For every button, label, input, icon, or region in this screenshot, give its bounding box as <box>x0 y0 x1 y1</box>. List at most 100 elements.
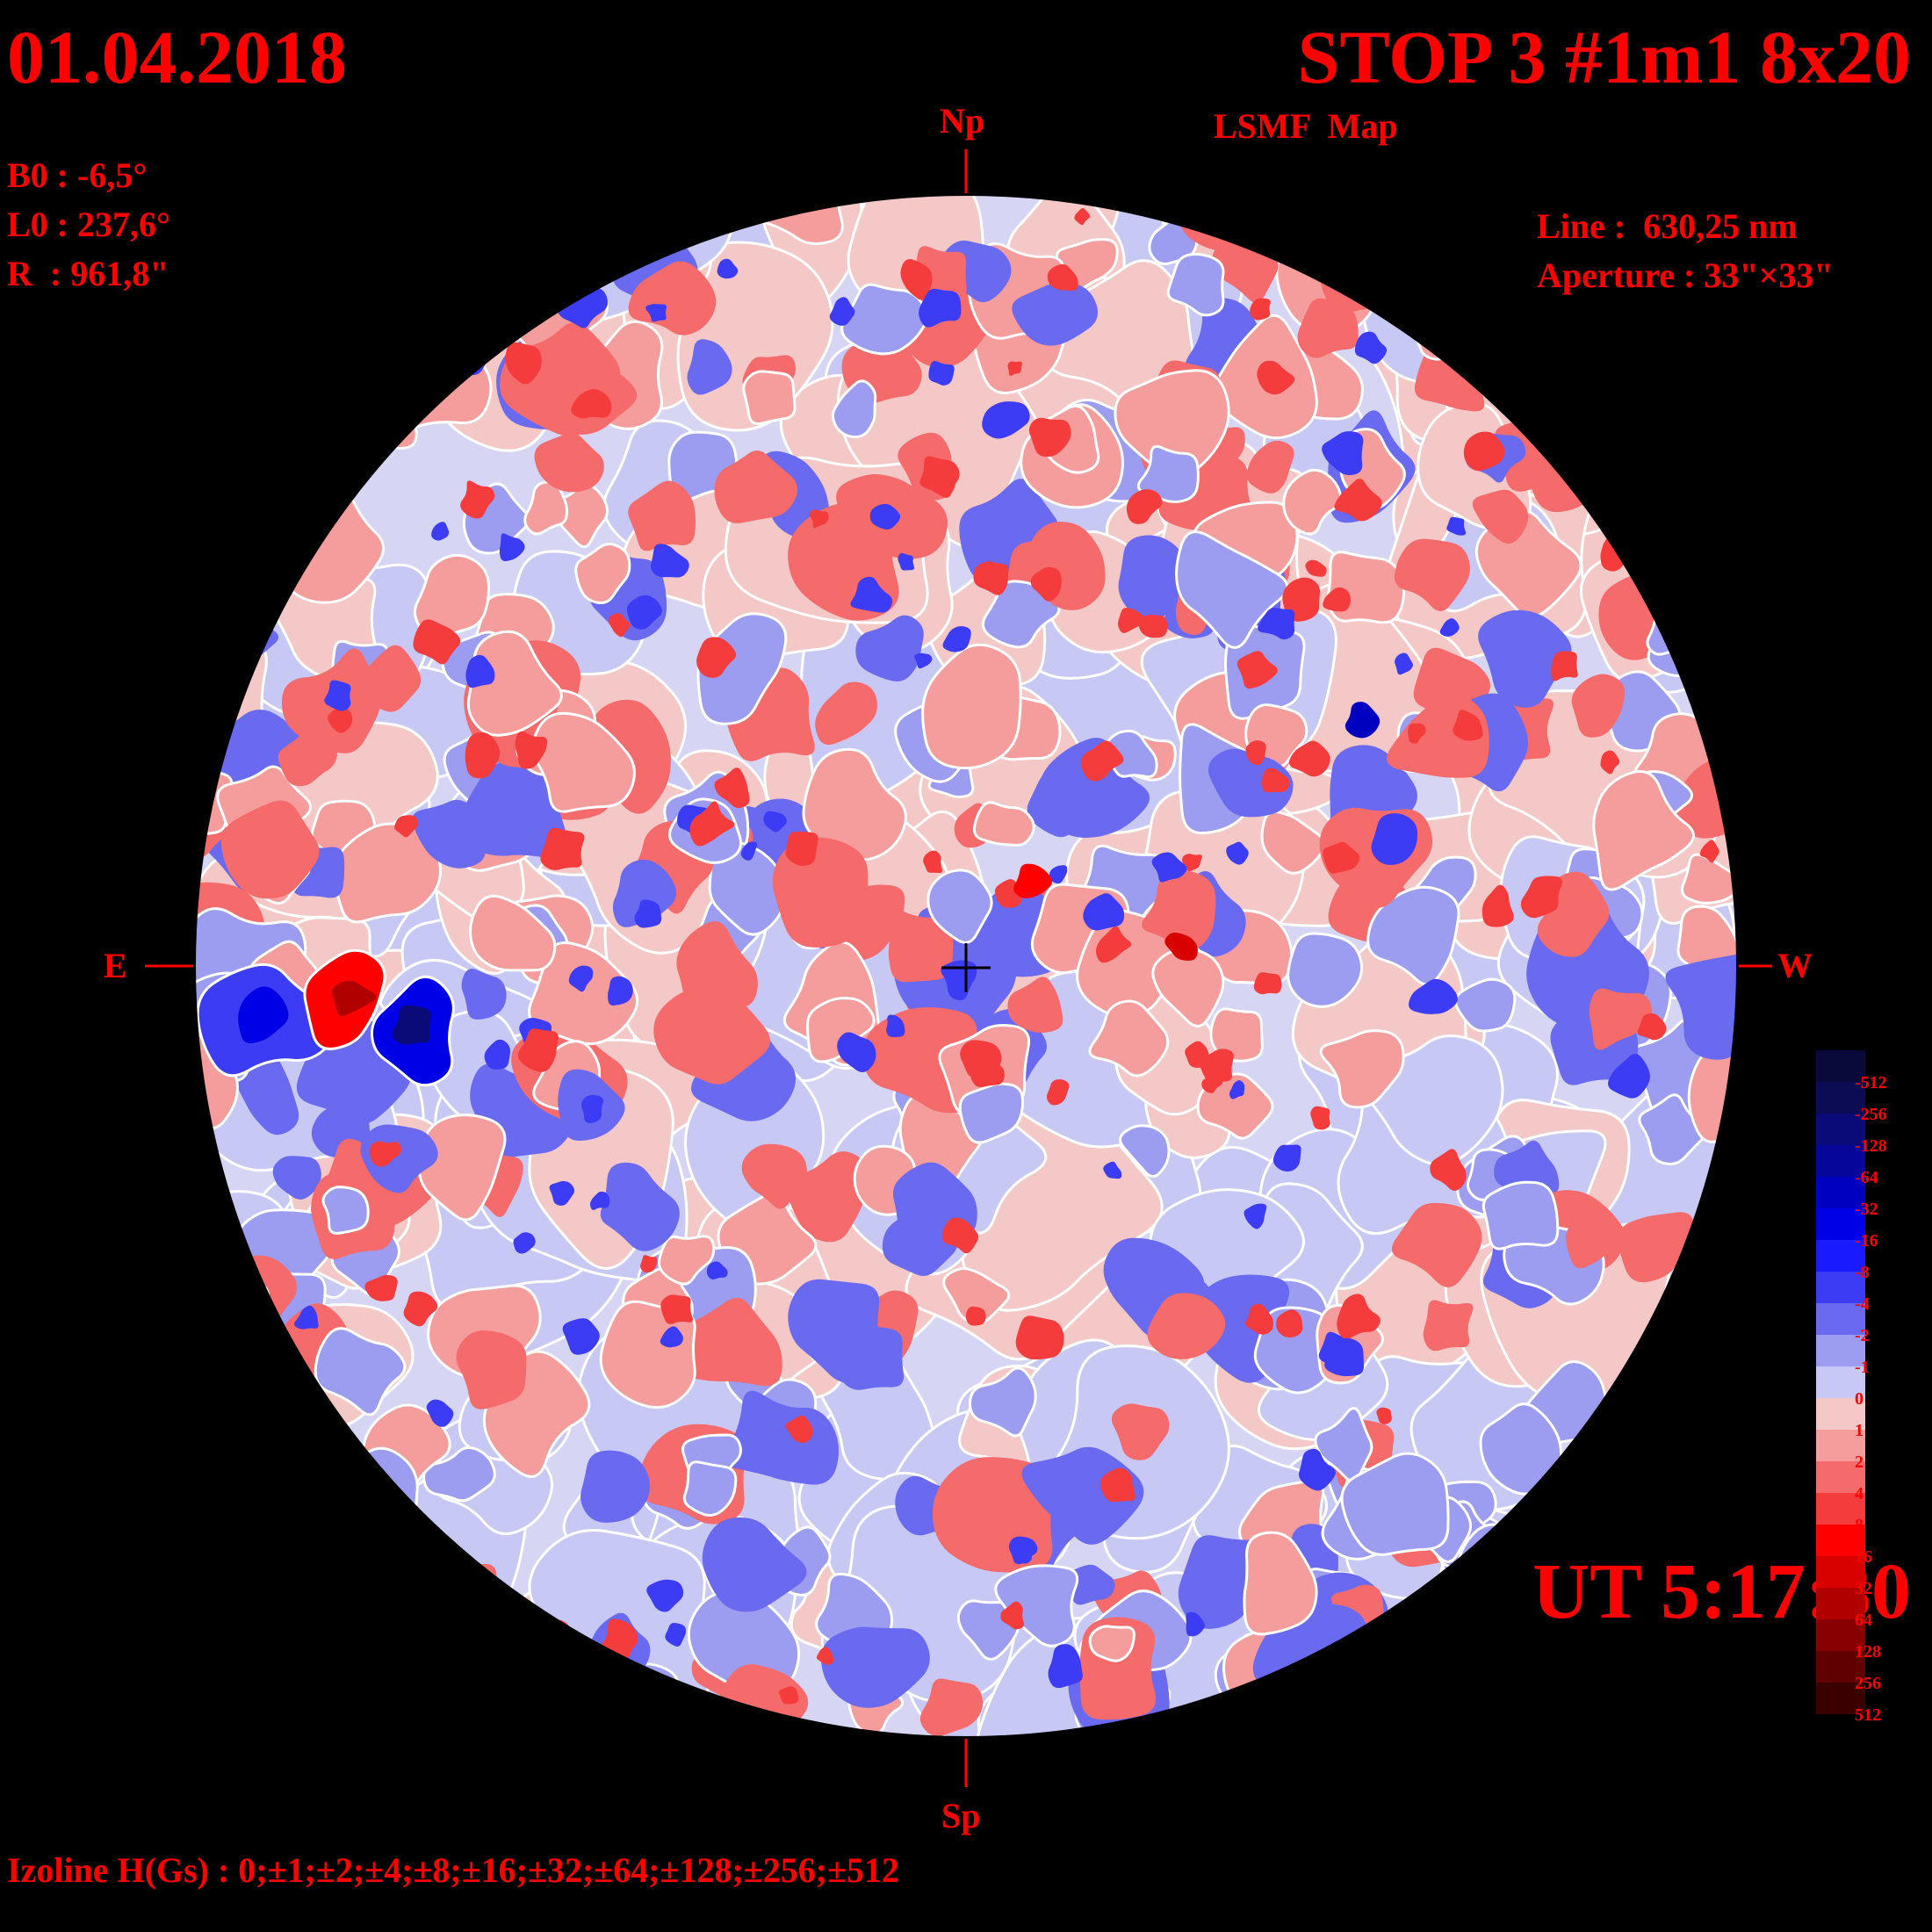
field-region <box>942 1267 1011 1324</box>
field-region <box>1176 195 1305 252</box>
field-region <box>1305 559 1327 577</box>
field-region <box>919 1678 984 1737</box>
field-region <box>1323 841 1360 874</box>
field-region <box>458 195 591 256</box>
field-region <box>1243 1531 1318 1636</box>
field-region <box>195 195 248 284</box>
field-region <box>492 1651 551 1693</box>
field-region <box>589 1191 610 1210</box>
field-region <box>788 1279 881 1383</box>
field-region <box>1607 292 1643 331</box>
field-region <box>941 960 977 1001</box>
field-region <box>393 261 461 335</box>
field-region <box>1618 1212 1695 1283</box>
field-region <box>217 258 300 337</box>
field-region <box>1446 516 1467 536</box>
field-region <box>1637 1013 1667 1041</box>
field-region <box>1261 768 1290 793</box>
field-region <box>195 503 247 593</box>
field-region <box>387 1532 462 1598</box>
field-region <box>1186 1611 1205 1637</box>
universal-time: UT 5:17:30 <box>1532 1548 1911 1635</box>
legend-swatch <box>1816 1619 1865 1651</box>
field-region <box>1631 339 1737 512</box>
field-region <box>385 327 415 363</box>
field-region <box>778 1686 799 1705</box>
east-label: E <box>104 946 127 985</box>
map-title: STOP 3 #1m1 8x20 <box>1297 15 1911 99</box>
field-region <box>1453 710 1483 741</box>
field-region <box>608 613 631 638</box>
field-region <box>363 314 456 389</box>
field-region <box>831 379 877 439</box>
legend-label: -4 <box>1855 1294 1870 1314</box>
legend-swatch <box>1816 1050 1865 1082</box>
field-region <box>287 206 314 232</box>
field-region <box>1229 1080 1245 1099</box>
field-region <box>1394 538 1470 612</box>
field-region <box>1000 1601 1024 1630</box>
field-region <box>1322 431 1364 476</box>
field-region <box>218 1611 311 1695</box>
legend-label: -16 <box>1855 1231 1878 1251</box>
field-region <box>1081 740 1124 782</box>
field-region <box>1088 1625 1135 1662</box>
field-region <box>1472 251 1519 295</box>
field-region <box>1142 870 1216 952</box>
field-region <box>815 681 877 746</box>
legend-label: 0 <box>1855 1389 1864 1409</box>
field-region <box>1366 885 1460 986</box>
field-region <box>394 815 419 838</box>
field-region <box>660 1326 683 1348</box>
field-region <box>368 1500 395 1524</box>
field-region <box>1046 1079 1070 1106</box>
field-region <box>1244 1203 1267 1229</box>
field-region <box>869 503 901 530</box>
legend-label: 2 <box>1855 1453 1864 1472</box>
field-region <box>426 1399 454 1427</box>
field-region <box>1481 884 1514 927</box>
field-region <box>1481 1180 1560 1251</box>
field-region <box>600 1162 680 1251</box>
field-region <box>982 401 1030 439</box>
field-region <box>1340 1452 1450 1556</box>
field-region <box>580 1094 604 1123</box>
field-region <box>1012 282 1099 346</box>
field-region <box>227 451 292 511</box>
field-region <box>327 1528 365 1561</box>
field-region <box>272 1156 321 1200</box>
field-region <box>205 203 314 332</box>
legend-label: 16 <box>1855 1547 1872 1567</box>
field-region <box>534 433 604 493</box>
field-region <box>195 573 261 678</box>
field-region <box>274 195 416 292</box>
field-region <box>1606 359 1737 533</box>
radius-value: R : 961,8" <box>7 254 169 293</box>
legend-label: 32 <box>1855 1579 1872 1598</box>
field-region <box>714 768 750 809</box>
field-region <box>223 1701 251 1722</box>
field-region <box>1326 551 1405 624</box>
field-region <box>1319 1029 1405 1109</box>
legend-swatch <box>1816 1588 1865 1619</box>
legend-swatch <box>1816 1398 1865 1430</box>
field-region <box>1245 740 1266 766</box>
field-region <box>855 615 924 681</box>
field-region <box>1478 609 1572 708</box>
legend-swatch <box>1816 1082 1865 1114</box>
field-region <box>923 850 943 874</box>
field-region <box>1665 951 1737 1060</box>
field-region <box>626 595 662 630</box>
legend-label: 1 <box>1855 1421 1864 1440</box>
field-region <box>645 304 667 322</box>
field-region <box>840 283 928 356</box>
b0-value: B0 : -6,5° <box>7 155 148 195</box>
field-region <box>1460 262 1542 378</box>
field-region <box>321 458 342 482</box>
field-region <box>460 1692 497 1727</box>
field-region <box>1118 608 1146 633</box>
field-region <box>1236 651 1278 689</box>
field-region <box>195 1430 277 1525</box>
field-region <box>802 747 907 861</box>
field-region <box>199 1533 263 1588</box>
